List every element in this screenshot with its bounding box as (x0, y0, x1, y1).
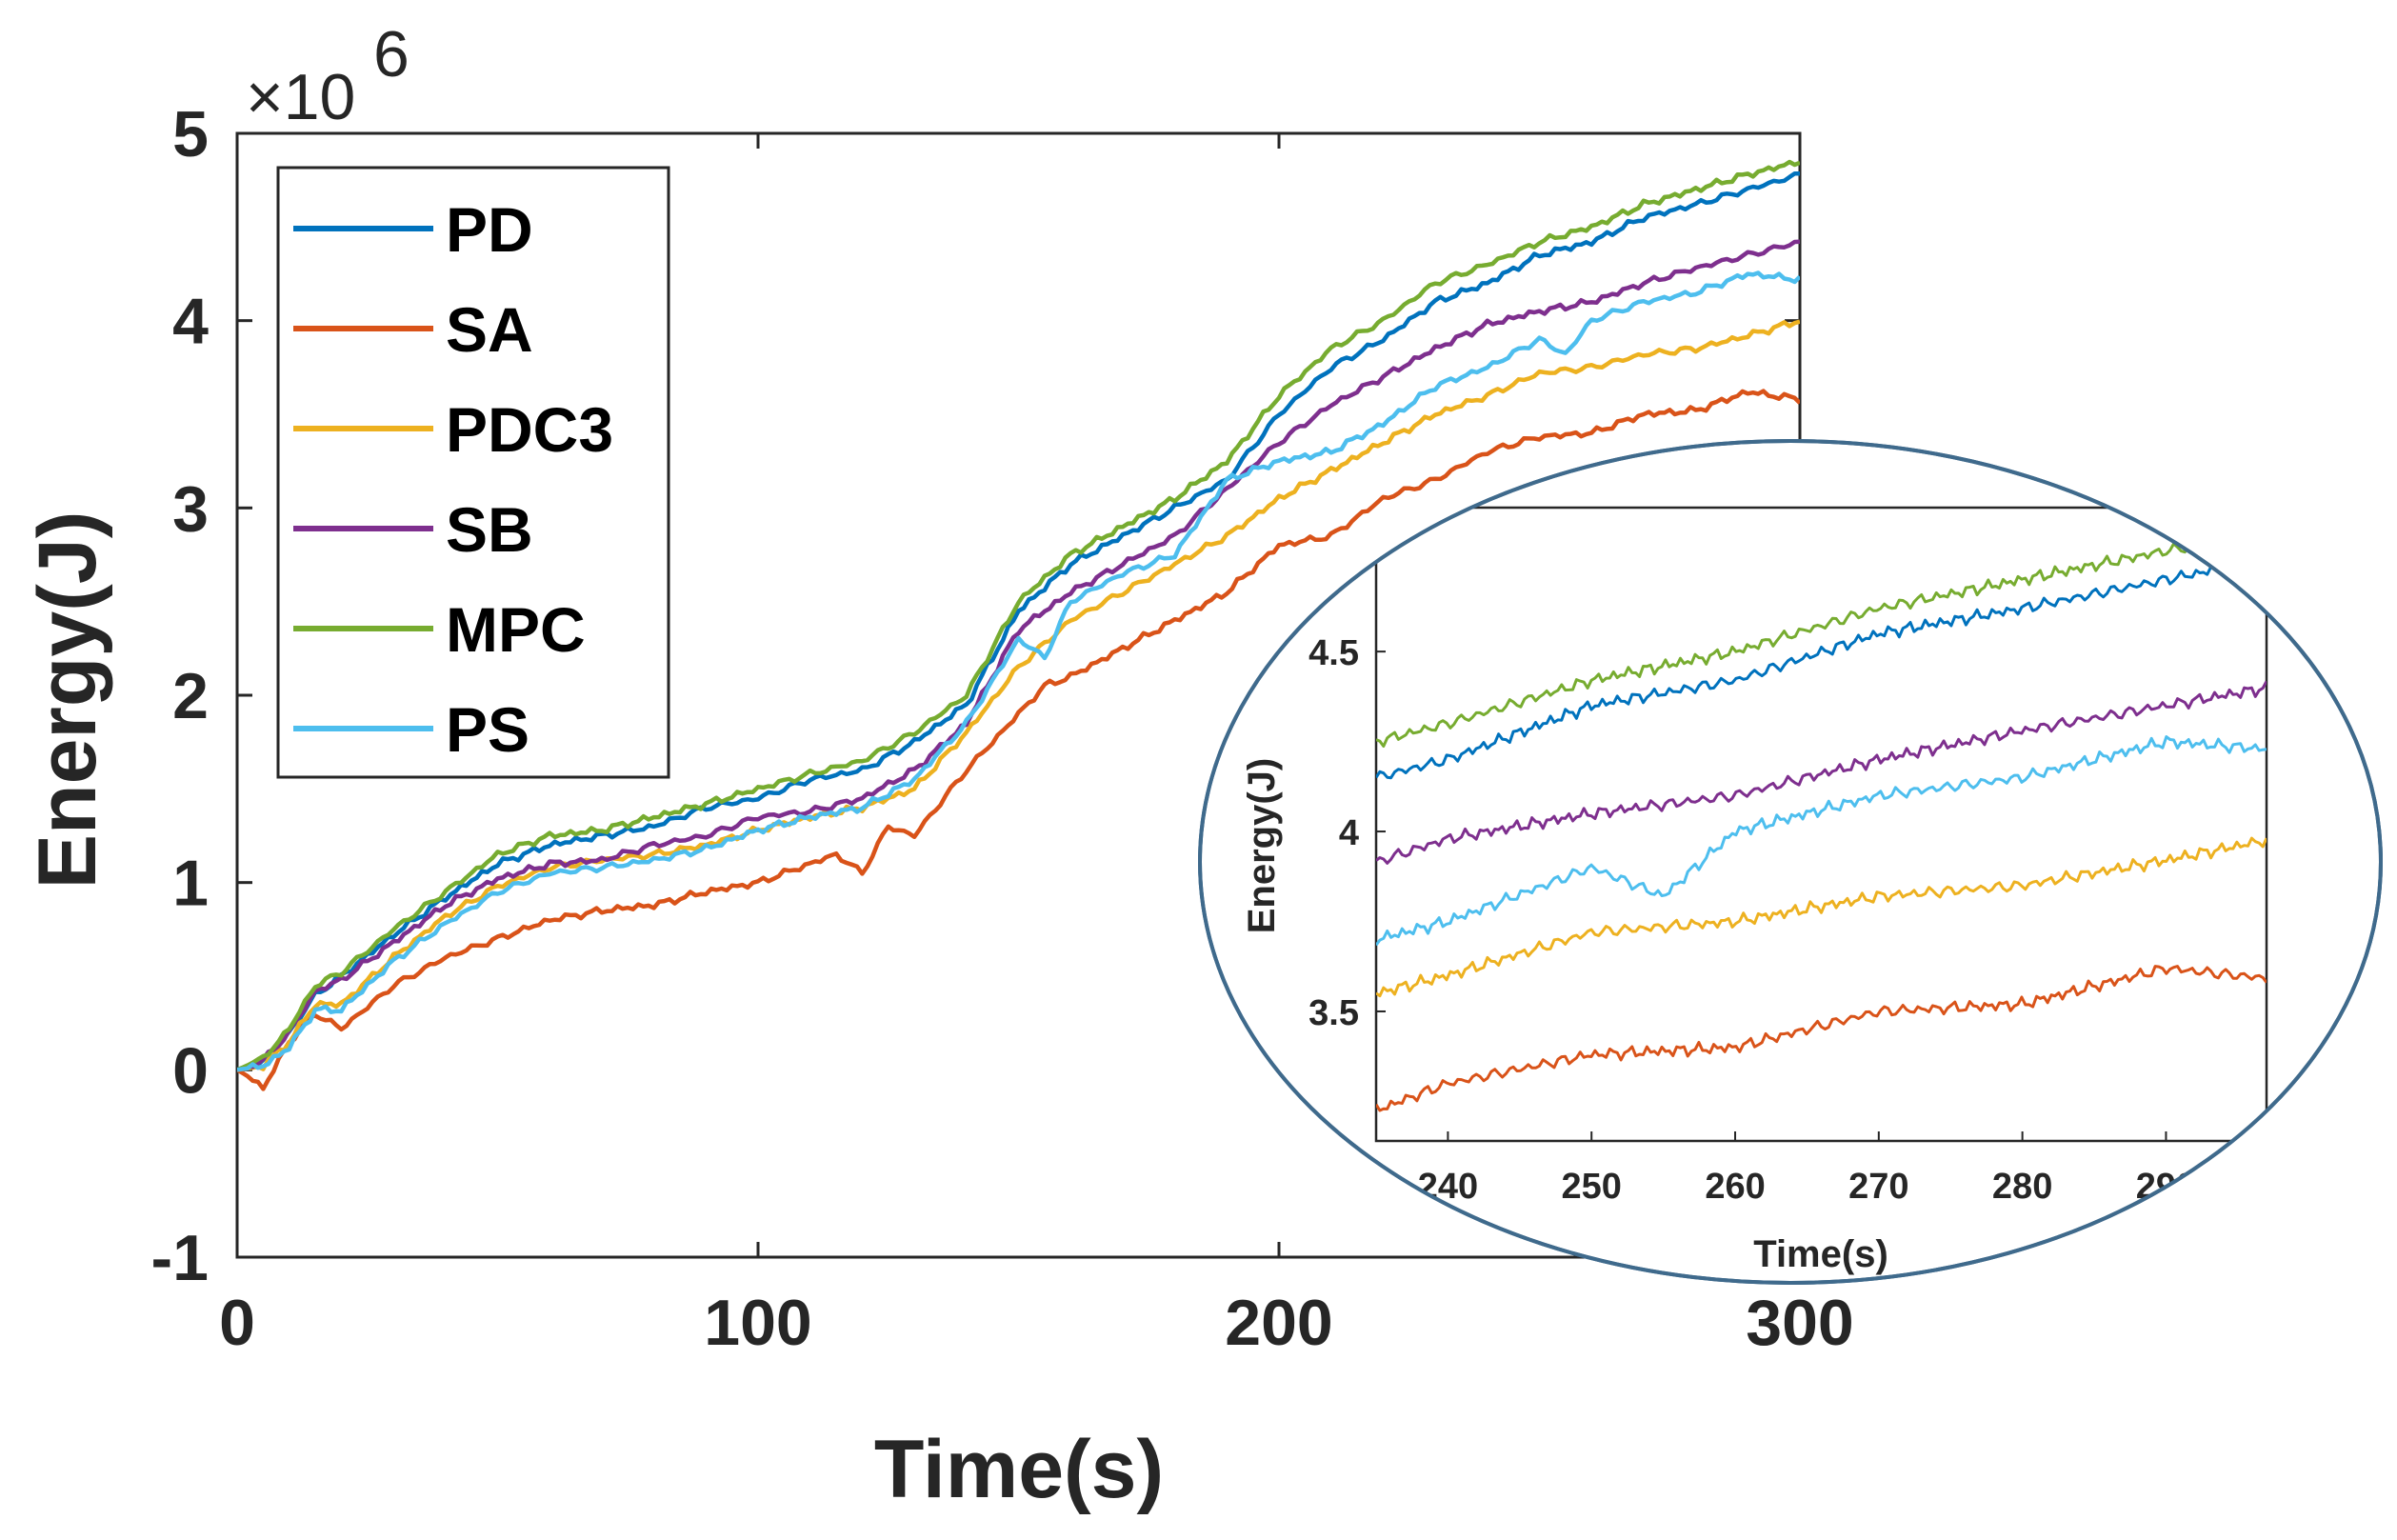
series-line-pd (237, 171, 1800, 1072)
inset-series-line-sa (1376, 965, 2267, 1112)
inset-x-tick-label: 260 (1705, 1167, 1765, 1207)
legend-label-sb: SB (446, 494, 533, 565)
legend-label-mpc: MPC (446, 594, 586, 665)
x-tick-label: 0 (219, 1287, 255, 1359)
legend-box (276, 166, 670, 779)
inset-x-tick-label: 250 (1562, 1167, 1622, 1207)
inset-x-tick-label: 280 (1992, 1167, 2052, 1207)
y-tick-label: 4 (172, 286, 209, 358)
y-tick-label: 3 (172, 472, 209, 545)
y-tick-label: 5 (172, 98, 209, 170)
legend-label-pdc3: PDC3 (446, 394, 613, 465)
inset-series-line-pdc3 (1376, 836, 2267, 998)
x-axis-label: Time(s) (874, 1424, 1164, 1515)
inset-series-line-sb (1376, 680, 2267, 865)
y-tick-label: 1 (172, 848, 209, 920)
series-line-sa (237, 389, 1800, 1091)
inset-series-lines (1376, 529, 2267, 1112)
inset-series-line-pd (1376, 555, 2267, 780)
inset-series-line-ps (1376, 735, 2267, 947)
series-line-sb (237, 239, 1800, 1072)
legend-label-sa: SA (446, 294, 533, 365)
inset-ellipse-border (1198, 439, 2383, 1285)
y-tick-label: -1 (151, 1222, 209, 1294)
inset-plot-frame (1374, 506, 2268, 1143)
y-axis-label: Energy(J) (22, 511, 113, 890)
inset-series-line-mpc (1376, 529, 2267, 748)
inset-x-tick-label: 270 (1848, 1167, 1908, 1207)
inset-y-tick-label: 3.5 (1308, 993, 1359, 1033)
main-series-lines (237, 159, 1800, 1091)
y-tick-label: 2 (172, 660, 209, 732)
legend: PD SA PDC3 SB MPC PS (276, 166, 670, 779)
inset-y-tick-label: 4 (1339, 813, 1359, 853)
series-line-pdc3 (237, 319, 1800, 1072)
x-tick-label: 100 (704, 1287, 811, 1359)
y-exponent-power: 6 (373, 18, 409, 90)
x-tick-label: 300 (1746, 1287, 1853, 1359)
x-tick-label: 200 (1225, 1287, 1332, 1359)
inset-y-axis-label: Energy(J) (1241, 758, 1283, 934)
inset-y-tick-label: 4.5 (1308, 633, 1359, 673)
y-exponent-label: ×10 (246, 61, 355, 133)
series-line-mpc (237, 159, 1800, 1072)
legend-label-pd: PD (446, 194, 533, 265)
inset-x-axis-label: Time(s) (1753, 1233, 1888, 1275)
series-line-ps (237, 270, 1800, 1072)
y-tick-label: 0 (172, 1034, 209, 1107)
legend-label-ps: PS (446, 694, 529, 765)
